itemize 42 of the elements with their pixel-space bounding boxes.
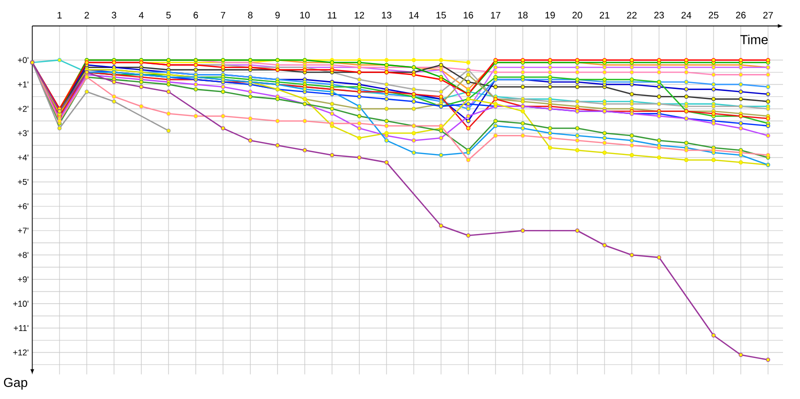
- x-tick-label: 16: [464, 12, 474, 18]
- x-tick-label: 7: [220, 12, 226, 18]
- x-tick-label: 3: [112, 12, 116, 18]
- x-tick-label: 6: [194, 12, 198, 18]
- x-tick-label: 24: [682, 12, 692, 18]
- x-tick-label: 2: [84, 12, 89, 18]
- x-tick-label: 14: [409, 12, 419, 18]
- x-tick-label: 8: [248, 12, 253, 18]
- x-axis-title: Time: [740, 34, 768, 44]
- y-tick-label: +7': [18, 228, 28, 234]
- y-tick-label: +4': [18, 154, 28, 160]
- y-tick-label: +3': [18, 130, 28, 136]
- x-tick-label: 15: [436, 12, 446, 18]
- y-tick-label: +8': [18, 252, 28, 258]
- x-tick-label: 5: [166, 12, 171, 18]
- x-tick-label: 13: [382, 12, 392, 18]
- y-tick-label: +6': [18, 203, 28, 210]
- x-tick-label: 9: [275, 12, 280, 18]
- x-tick-label: 4: [138, 12, 144, 18]
- x-tick-label: 22: [627, 12, 637, 18]
- x-tick-label: 18: [518, 12, 528, 18]
- y-tick-label: +11': [14, 325, 28, 331]
- x-tick-label: 27: [763, 12, 773, 18]
- x-tick-label: 1: [58, 12, 62, 18]
- y-tick-label: +10': [13, 300, 28, 307]
- x-tick-label: 20: [572, 12, 582, 18]
- y-tick-label: +0': [18, 56, 28, 63]
- x-tick-label: 21: [600, 12, 610, 18]
- x-tick-label: 11: [328, 12, 336, 18]
- y-tick-label: +9': [18, 276, 28, 282]
- x-tick-label: 17: [491, 12, 500, 18]
- x-tick-label: 26: [736, 12, 746, 18]
- y-tick-label: +1': [18, 81, 28, 88]
- y-tick-label: +2': [18, 106, 28, 112]
- x-tick-label: 10: [300, 12, 310, 18]
- x-tick-label: 19: [546, 12, 555, 18]
- x-tick-label: 25: [708, 12, 718, 18]
- y-tick-label: +12': [13, 349, 28, 356]
- y-tick-label: +5': [18, 178, 28, 185]
- x-tick-label: 12: [354, 12, 364, 18]
- y-axis-title: Gap: [4, 378, 28, 390]
- x-tick-label: 23: [654, 12, 664, 18]
